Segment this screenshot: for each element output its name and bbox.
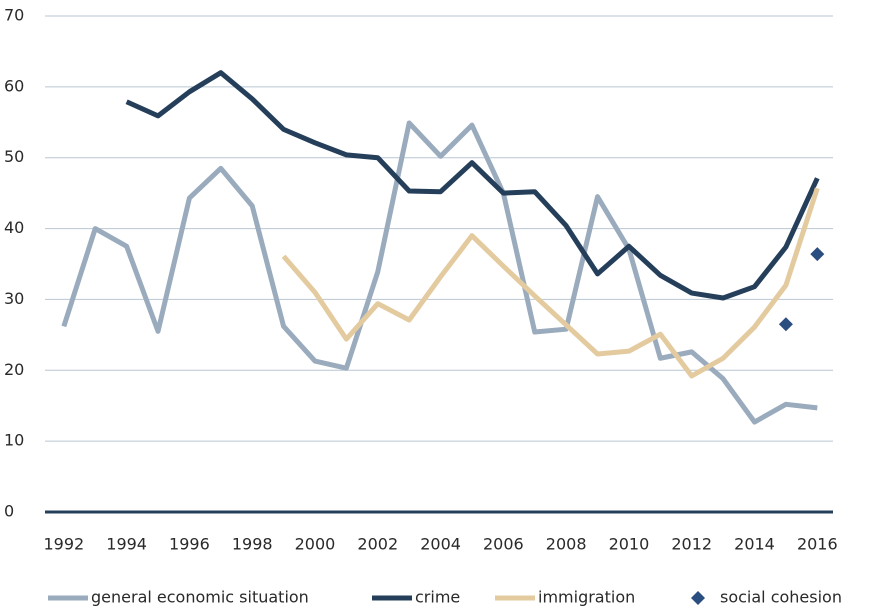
x-tick-label: 2012 xyxy=(671,535,712,554)
x-tick-label: 1992 xyxy=(43,535,84,554)
legend-label: immigration xyxy=(538,588,635,607)
y-tick-label: 50 xyxy=(4,147,24,166)
x-tick-label: 2000 xyxy=(295,535,336,554)
y-tick-label: 0 xyxy=(4,502,14,521)
y-tick-label: 60 xyxy=(4,76,24,95)
series-line xyxy=(61,120,818,425)
series-marker xyxy=(810,247,825,262)
x-tick-label: 2006 xyxy=(483,535,524,554)
x-tick-label: 2004 xyxy=(420,535,461,554)
y-tick-label: 10 xyxy=(4,431,24,450)
x-tick-label: 2008 xyxy=(546,535,587,554)
x-tick-label: 1996 xyxy=(169,535,210,554)
x-tick-label: 2014 xyxy=(734,535,775,554)
series-line xyxy=(281,187,820,379)
series-marker xyxy=(778,317,793,332)
x-tick-label: 2002 xyxy=(357,535,398,554)
series-line xyxy=(125,70,820,301)
legend-swatch xyxy=(691,591,705,605)
x-tick-label: 2010 xyxy=(609,535,650,554)
x-tick-label: 1998 xyxy=(232,535,273,554)
y-tick-label: 40 xyxy=(4,218,24,237)
y-tick-label: 30 xyxy=(4,289,24,308)
legend-label: crime xyxy=(415,588,460,607)
y-tick-label: 20 xyxy=(4,360,24,379)
y-tick-label: 70 xyxy=(4,6,24,25)
legend-label: general economic situation xyxy=(91,588,309,607)
x-tick-label: 1994 xyxy=(106,535,147,554)
x-tick-label: 2016 xyxy=(797,535,838,554)
legend-label: social cohesion xyxy=(720,588,842,607)
